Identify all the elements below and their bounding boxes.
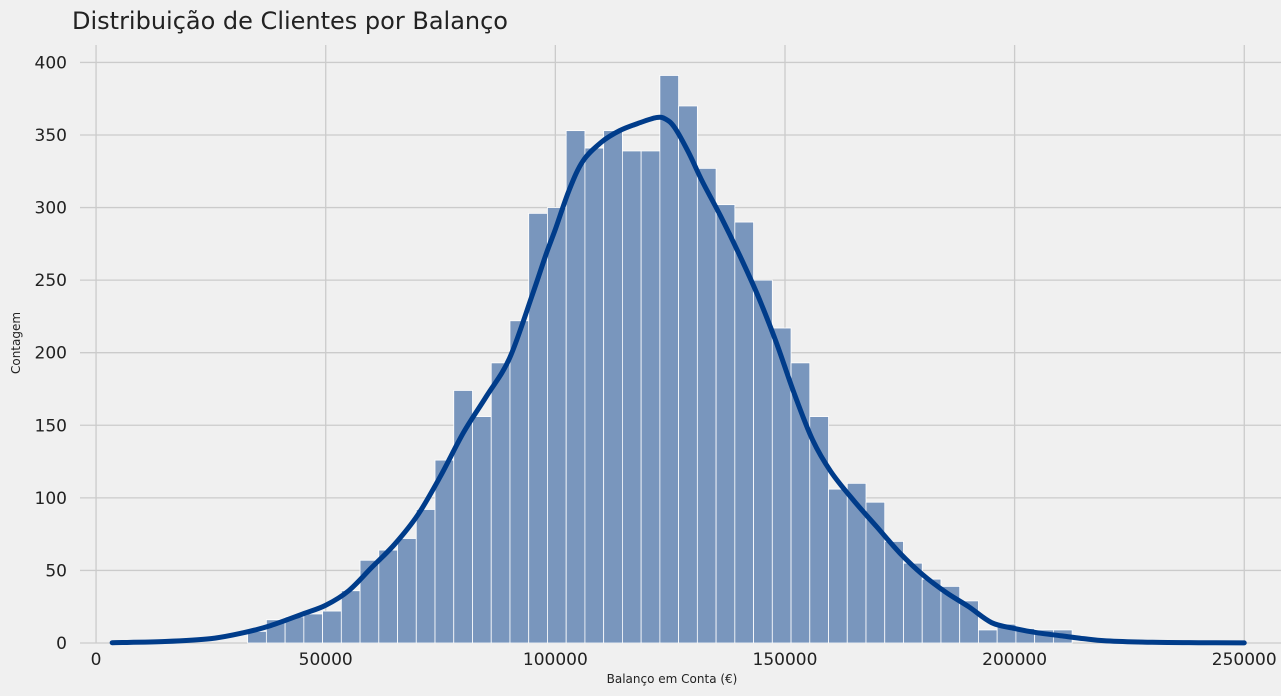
y-tick-label: 400 [35,53,67,73]
x-axis-label: Balanço em Conta (€) [607,672,738,686]
y-tick-label: 350 [35,126,67,146]
histogram-bar [603,130,623,644]
kde-line [109,114,1247,646]
histogram-bar [753,279,773,644]
histogram-bar [584,147,605,644]
histogram-bar [303,613,323,644]
chart-title: Distribuição de Clientes por Balanço [72,7,508,35]
histogram-bar [640,150,661,644]
y-tick-label: 0 [56,634,67,654]
x-tick-label: 150000 [753,650,818,670]
y-axis-label: Contagem [9,312,23,374]
x-tick-labels: 0 50000 100000 150000 200000 250000 [91,650,1277,670]
x-tick-label: 100000 [523,650,588,670]
x-tick-label: 0 [91,650,102,670]
histogram-bar [397,538,417,644]
histogram-bar [828,488,848,644]
y-tick-label: 100 [35,489,67,509]
y-tick-label: 50 [45,561,67,581]
histogram-bar [696,167,717,644]
histogram-bar [622,150,642,644]
x-tick-label: 250000 [1212,650,1277,670]
histogram-bar [565,130,586,644]
histogram-bar [490,362,511,644]
kde-curve-layer [109,114,1247,646]
histogram-bar [715,204,736,644]
y-tick-label: 150 [35,416,67,436]
histogram-bar [415,509,436,644]
x-tick-label: 50000 [299,650,353,670]
histogram-bar [509,320,530,644]
histogram-bar [378,549,398,644]
histogram-bar [434,459,455,644]
histogram-bars [247,75,1073,644]
histogram-bar [547,207,567,644]
histogram-bar [322,610,342,644]
histogram-bar [978,629,998,644]
y-tick-label: 250 [35,271,67,291]
histogram-bar [659,75,680,644]
y-tick-label: 300 [35,199,67,219]
histogram-bar [678,105,698,644]
histogram-bar [340,590,361,644]
x-tick-label: 200000 [982,650,1047,670]
y-tick-label: 200 [35,344,67,364]
y-tick-labels: 0 50 100 150 200 250 300 350 400 [35,53,67,654]
histogram-bar [472,416,492,644]
